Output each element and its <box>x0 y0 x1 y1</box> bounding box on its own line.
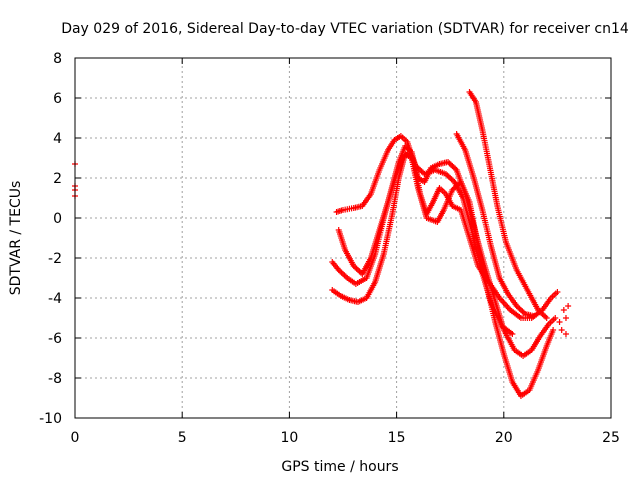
y-tick-label: -8 <box>48 371 62 387</box>
x-tick-label: 5 <box>178 430 187 446</box>
grid <box>75 58 611 418</box>
plot-frame <box>74 57 612 419</box>
y-tick-label: 2 <box>53 171 62 187</box>
y-axis-label: SDTVAR / TECUs <box>8 181 24 296</box>
y-tick-label: -2 <box>48 251 62 267</box>
data-point <box>530 313 537 319</box>
y-tick-label: 4 <box>53 131 62 147</box>
x-tick-label: 15 <box>388 430 406 446</box>
x-tick-label: 0 <box>71 430 80 446</box>
data-point <box>565 303 572 309</box>
x-axis-label: GPS time / hours <box>281 459 398 475</box>
data-point <box>543 315 550 321</box>
y-tick-label: 8 <box>53 51 62 67</box>
chart-title: Day 029 of 2016, Sidereal Day-to-day VTE… <box>61 21 629 37</box>
data-point <box>554 289 561 295</box>
y-tick-label: 0 <box>53 211 62 227</box>
data-point <box>562 331 569 337</box>
data-point <box>552 315 559 321</box>
y-tick-label: -10 <box>39 411 62 427</box>
x-tick-label: 25 <box>602 430 620 446</box>
y-tick-label: -6 <box>48 331 62 347</box>
data-point <box>509 331 516 337</box>
data-point <box>562 315 569 321</box>
data-point <box>550 327 557 333</box>
data-point <box>558 327 565 333</box>
data-point <box>560 307 567 313</box>
y-tick-label: -4 <box>48 291 62 307</box>
data-points <box>72 89 572 399</box>
data-point <box>556 319 563 325</box>
x-tick-label: 20 <box>495 430 513 446</box>
x-tick-label: 10 <box>280 430 298 446</box>
y-tick-label: 6 <box>53 91 62 107</box>
ticks: 0 5 10 15 20 25 -10 -8 -6 -4 -2 0 2 4 6 8 <box>39 51 620 446</box>
